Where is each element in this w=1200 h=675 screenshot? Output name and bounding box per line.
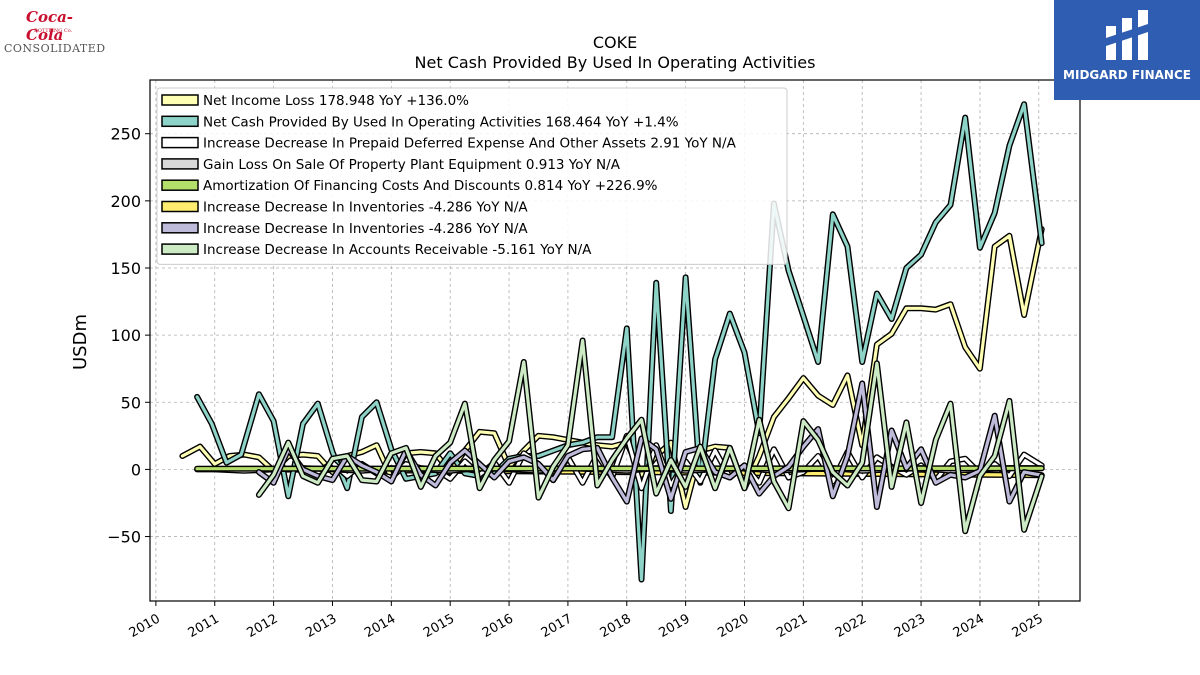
x-tick-label: 2015 <box>421 611 457 641</box>
x-tick-label: 2017 <box>539 611 575 641</box>
legend-label: Amortization Of Financing Costs And Disc… <box>203 178 658 194</box>
x-tick-label: 2025 <box>1010 611 1046 641</box>
midgard-finance-name: MIDGARD FINANCE <box>1063 68 1191 82</box>
y-axis-label: USDm <box>70 314 91 370</box>
legend-swatch <box>161 136 199 149</box>
legend-swatch <box>161 222 199 234</box>
legend-label: Net Income Loss 178.948 YoY +136.0% <box>203 93 469 109</box>
legend-swatch <box>161 243 199 255</box>
y-tick-label: 0 <box>131 460 141 479</box>
y-tick-label: 200 <box>110 192 141 211</box>
legend-swatch <box>161 115 199 128</box>
legend-label: Increase Decrease In Prepaid Deferred Ex… <box>203 136 737 152</box>
legend-label: Increase Decrease In Inventories -4.286 … <box>203 200 528 216</box>
x-tick-label: 2014 <box>362 611 398 641</box>
x-tick-label: 2010 <box>127 611 163 641</box>
y-tick-label: 50 <box>121 393 141 412</box>
legend-swatch <box>161 179 199 191</box>
legend-label: Net Cash Provided By Used In Operating A… <box>203 114 679 130</box>
legend-swatch <box>161 94 199 106</box>
chart-title: COKE <box>593 33 637 52</box>
y-tick-label: −50 <box>107 528 141 547</box>
chart-subtitle: Net Cash Provided By Used In Operating A… <box>415 53 816 72</box>
legend-label: Gain Loss On Sale Of Property Plant Equi… <box>203 157 621 173</box>
logo-sub-text: BOTTLING Co. <box>34 28 73 34</box>
legend: Net Income Loss 178.948 YoY +136.0% Net C… <box>156 87 788 265</box>
legend-swatch <box>161 158 199 170</box>
x-tick-label: 2019 <box>656 611 692 641</box>
x-tick-label: 2024 <box>951 611 987 641</box>
y-tick-label: 250 <box>110 125 141 144</box>
x-tick-label: 2011 <box>186 611 222 641</box>
x-tick-label: 2020 <box>715 611 751 641</box>
midgard-finance-logo: MIDGARD FINANCE <box>1054 0 1200 100</box>
legend-label: Increase Decrease In Accounts Receivable… <box>203 242 592 258</box>
axes-frame <box>149 79 1081 602</box>
logo-word-text: CONSOLIDATED <box>4 42 106 55</box>
x-tick-label: 2022 <box>833 611 869 641</box>
logo-brand-text: Coca-Cola <box>26 8 74 44</box>
x-tick-label: 2021 <box>774 611 810 641</box>
coke-consolidated-logo: Coca-Cola BOTTLING Co. CONSOLIDATED <box>4 4 106 70</box>
plot-area: −50 0 50 100 150 200 250 2010 2011 2012 2013 2014 20… <box>107 79 1081 641</box>
y-tick-label: 100 <box>110 326 141 345</box>
x-tick-label: 2016 <box>480 611 516 641</box>
legend-label: Increase Decrease In Inventories -4.286 … <box>203 221 528 237</box>
legend-box <box>156 87 788 265</box>
legend-swatch <box>161 200 199 213</box>
x-tick-label: 2018 <box>598 611 634 641</box>
x-tick-label: 2023 <box>892 611 928 641</box>
x-tick-label: 2013 <box>303 611 339 641</box>
series-line-8 <box>257 338 1044 533</box>
midgard-mark-icon <box>1106 10 1148 60</box>
y-tick-label: 150 <box>110 259 141 278</box>
x-tick-label: 2012 <box>244 611 280 641</box>
